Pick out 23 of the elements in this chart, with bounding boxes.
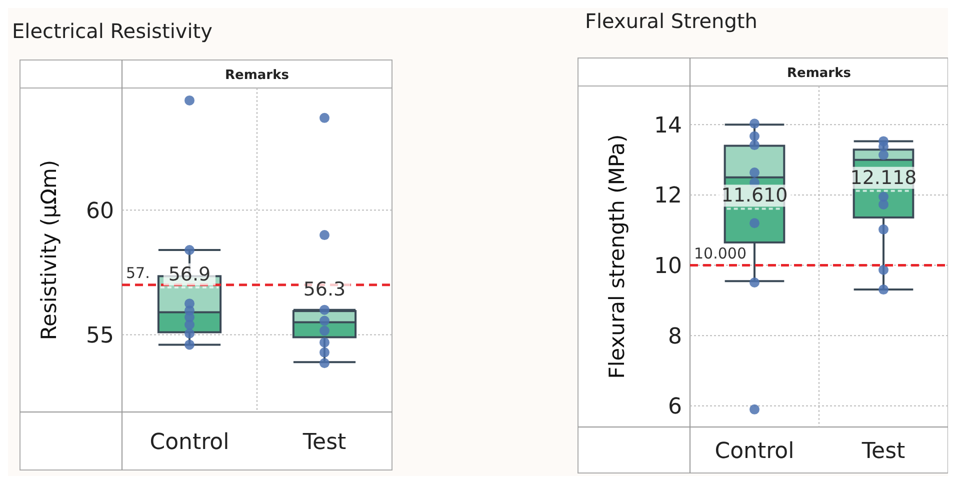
ref-line-label: 10.000 [694,244,746,262]
y-tick-label: 8 [668,324,682,350]
x-axis-title: Remarks [787,66,852,81]
annotation: 56.3 [303,278,346,300]
y-tick-label: 55 [86,323,114,348]
y-tick-label: 60 [86,198,114,224]
y-axis-title: Resistivity (µΩm) [37,160,61,340]
y-tick-label: 14 [654,113,682,138]
x-tick-label: Control [714,439,794,464]
annotation: 11.610 [721,184,788,207]
x-axis-title: Remarks [225,68,290,83]
x-tick-label: Test [302,430,347,455]
annotation: 12.118 [850,166,917,189]
annotation: 56.9 [168,263,211,286]
ref-line-label: 57. [126,264,150,282]
y-tick-label: 12 [654,184,682,209]
chart-title: Electrical Resistivity [12,19,213,43]
y-tick-label: 6 [668,394,682,420]
x-tick-label: Test [860,439,906,464]
x-tick-label: Control [150,430,230,455]
chart-title: Flexural Strength [585,9,758,33]
y-axis-title: Flexural strength (MPa) [605,134,629,379]
y-tick-label: 10 [654,254,682,279]
